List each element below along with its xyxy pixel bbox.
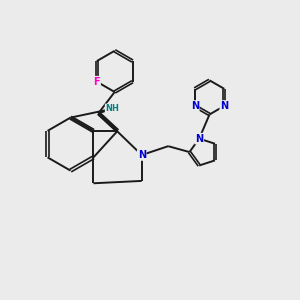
Text: F: F xyxy=(94,77,100,87)
Text: NH: NH xyxy=(106,104,119,113)
Text: N: N xyxy=(195,134,203,144)
Text: N: N xyxy=(220,101,228,111)
Text: N: N xyxy=(191,101,199,111)
Text: N: N xyxy=(138,150,146,160)
